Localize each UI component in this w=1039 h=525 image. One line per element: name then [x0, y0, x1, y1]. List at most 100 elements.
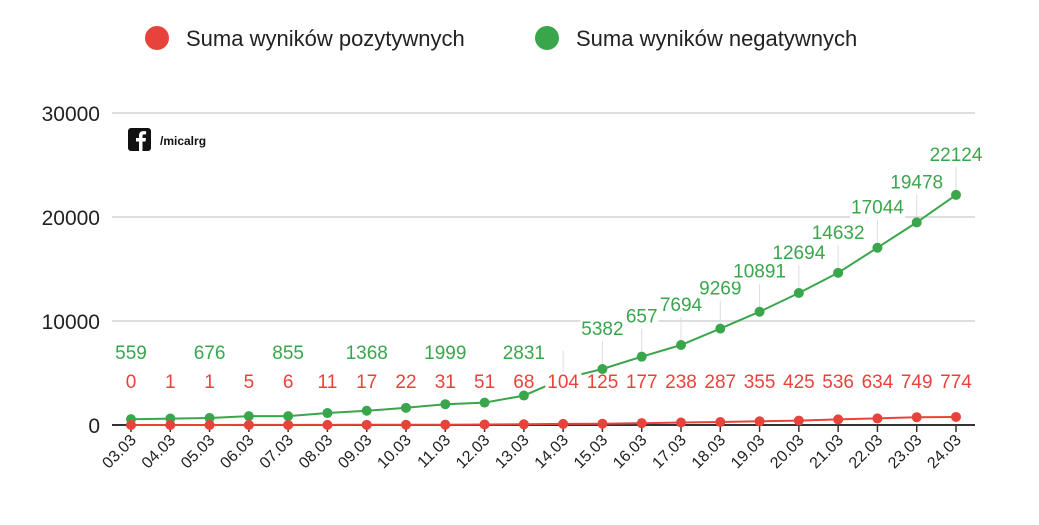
data-point — [872, 413, 883, 424]
data-label-positive: 774 — [940, 372, 972, 393]
data-point — [597, 418, 608, 429]
data-label-negative: 10891 — [733, 262, 786, 283]
label-background — [928, 145, 984, 165]
data-label-negative: 5382 — [581, 319, 623, 340]
y-axis: 0 10000 20000 30000 — [42, 103, 100, 438]
data-point — [440, 419, 451, 430]
legend-marker-0 — [145, 26, 169, 50]
y-tick-label: 20000 — [42, 207, 100, 230]
facebook-icon-glyph — [136, 131, 147, 151]
data-label-positive: 125 — [587, 372, 619, 393]
data-point — [165, 419, 176, 430]
data-label-negative: 12694 — [772, 243, 825, 264]
y-tick-label: 30000 — [42, 103, 100, 126]
data-label-positive: 287 — [704, 372, 736, 393]
x-tick-label: 18.03 — [689, 432, 729, 472]
data-label-positive: 536 — [822, 372, 854, 393]
data-labels: 0 1 1 5 6 11 17 22 31 51 68 104 125 177 238 287 355 425 53… — [115, 145, 984, 393]
x-tick-label: 12.03 — [453, 432, 493, 472]
x-tick-label: 15.03 — [571, 432, 611, 472]
data-label-positive: 425 — [783, 372, 815, 393]
x-tick-label: 13.03 — [492, 432, 532, 472]
series-lines — [130, 194, 957, 426]
data-point — [951, 189, 961, 200]
x-tick-label: 23.03 — [885, 432, 925, 472]
x-tick-label: 09.03 — [335, 432, 375, 472]
data-label-positive: 355 — [744, 372, 776, 393]
data-label-positive: 177 — [626, 372, 658, 393]
data-point — [361, 405, 372, 416]
data-point — [322, 408, 333, 419]
x-tick-label: 17.03 — [649, 432, 689, 472]
data-point — [440, 399, 451, 410]
series-line-0 — [131, 416, 957, 426]
x-tick-label: 06.03 — [217, 432, 257, 472]
x-tick-label: 03.03 — [99, 432, 139, 472]
data-point — [283, 419, 294, 430]
label-background — [698, 279, 743, 299]
data-label-positive: 0 — [126, 372, 137, 393]
data-label-negative: 1368 — [346, 343, 388, 364]
x-tick-label: 08.03 — [296, 432, 336, 472]
data-label-negative: 657 — [626, 307, 658, 328]
data-point — [833, 267, 844, 278]
data-point — [636, 418, 647, 429]
data-label-positive: 6 — [283, 372, 294, 393]
data-point — [479, 397, 490, 408]
y-tick-label: 0 — [88, 415, 100, 438]
x-tick-label: 22.03 — [846, 432, 886, 472]
data-label-positive: 17 — [356, 372, 377, 393]
legend: Suma wyników pozytywnych Suma wyników neg… — [145, 26, 857, 51]
data-label-positive: 11 — [318, 372, 338, 393]
data-label-negative: 19478 — [890, 172, 943, 193]
x-tick-label: 16.03 — [610, 432, 650, 472]
label-background — [580, 320, 625, 340]
label-background — [658, 295, 704, 315]
data-label-positive: 51 — [474, 372, 495, 393]
gridlines — [112, 112, 975, 379]
label-background — [810, 223, 866, 243]
series-line-1 — [130, 194, 957, 421]
data-label-negative: 855 — [272, 343, 304, 364]
legend-marker-1 — [535, 26, 559, 50]
x-tick-label: 24.03 — [924, 432, 964, 472]
data-label-positive: 31 — [435, 372, 456, 393]
data-point — [872, 242, 883, 253]
data-point — [793, 287, 804, 298]
data-point — [793, 415, 804, 426]
x-tick-label: 11.03 — [415, 432, 455, 472]
label-background — [545, 372, 582, 393]
data-label-positive: 104 — [547, 372, 579, 393]
data-point — [283, 411, 294, 422]
data-point — [911, 412, 922, 423]
data-point — [911, 217, 922, 228]
data-point — [518, 419, 529, 430]
x-tick-label: 21.03 — [807, 432, 847, 472]
data-point — [715, 417, 726, 428]
x-axis: 03.0304.0305.0306.0307.0308.0309.0310.03… — [99, 424, 975, 472]
data-label-negative: 2831 — [503, 343, 545, 364]
data-label-negative: 676 — [194, 343, 226, 364]
data-point — [833, 414, 844, 425]
data-label-positive: 634 — [862, 372, 894, 393]
data-point — [754, 306, 765, 317]
legend-label-1: Suma wyników negatywnych — [576, 26, 857, 51]
data-label-positive: 68 — [513, 372, 534, 393]
data-label-negative: 7694 — [660, 295, 703, 316]
data-point — [518, 390, 529, 401]
x-tick-label: 04.03 — [139, 432, 179, 472]
x-tick-label: 14.03 — [532, 432, 572, 472]
data-point — [676, 339, 686, 350]
data-label-positive: 1 — [204, 372, 215, 393]
data-label-negative: 1999 — [424, 343, 466, 364]
label-background — [732, 262, 787, 282]
data-point — [401, 402, 411, 413]
data-point — [204, 419, 215, 430]
data-label-positive: 1 — [165, 372, 176, 393]
data-point — [597, 364, 608, 375]
x-tick-label: 05.03 — [178, 432, 218, 472]
data-label-positive: 749 — [901, 372, 933, 393]
data-label-positive: 22 — [395, 372, 416, 393]
label-background — [771, 243, 827, 263]
legend-label-0: Suma wyników pozytywnych — [186, 26, 465, 51]
